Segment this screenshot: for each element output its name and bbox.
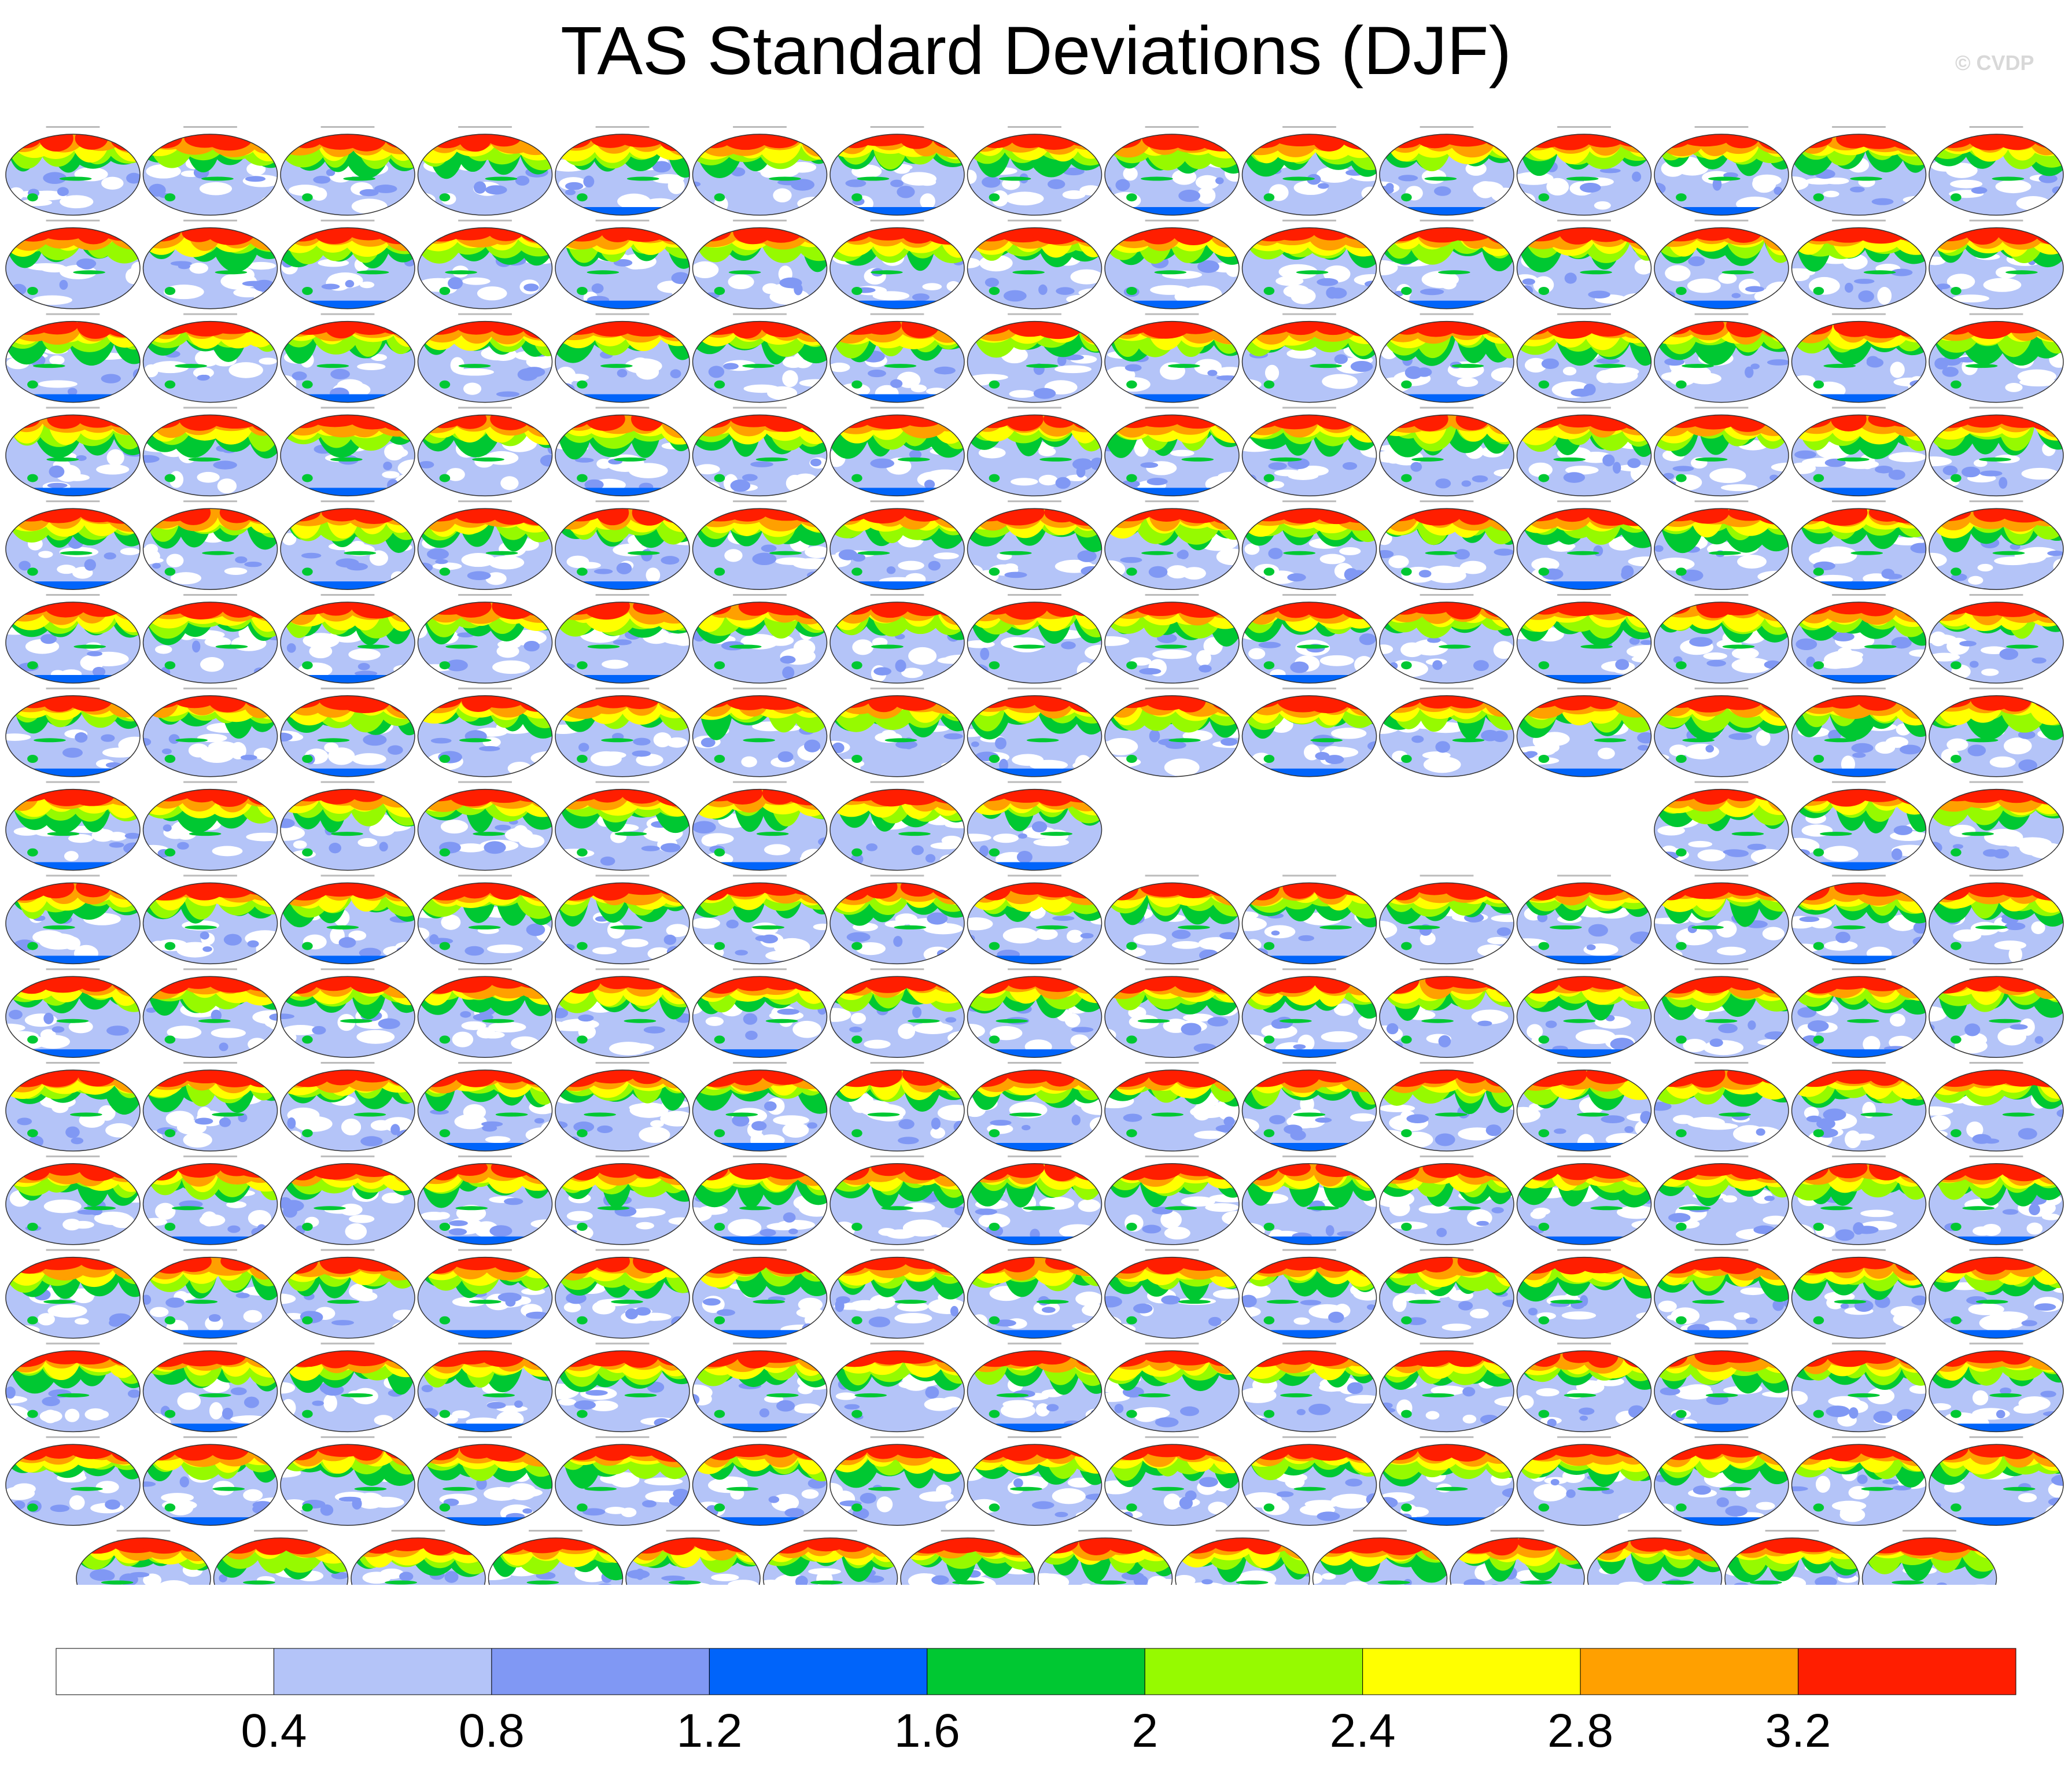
map-panel [967,1070,1102,1151]
map-panel [1242,1070,1377,1151]
map-panel [1929,789,2063,870]
cvdp-watermark: © CVDP [1955,51,2034,75]
map-panel [967,134,1102,215]
map-panel [281,1163,415,1245]
map-panel [6,1070,140,1151]
colorbar-tick-label: 1.2 [676,1705,742,1757]
map-panel [1242,883,1377,964]
map-panel [1517,883,1651,964]
colorbar-box [709,1648,928,1695]
map-panel [1380,508,1514,590]
map-panel [6,789,140,870]
map-panel [1791,134,1926,215]
map-panel [1380,1351,1514,1432]
map-panel [1105,883,1239,964]
map-panel [143,227,278,309]
map-panel [281,134,415,215]
map-panel [6,134,140,215]
map-panel [418,508,552,590]
colorbar-tick-label: 2.4 [1330,1705,1396,1757]
colorbar-tick-label: 0.8 [459,1705,525,1757]
colorbar-tick-label: 2 [1131,1705,1158,1757]
colorbar-box [1362,1648,1581,1695]
colorbar-tick-label: 0.4 [241,1705,307,1757]
map-panel [555,695,690,777]
map-panel [1517,415,1651,496]
map-panel [830,602,964,683]
map-panel [1380,602,1514,683]
map-panel [1380,976,1514,1058]
map-panel [281,1070,415,1151]
map-panel [555,134,690,215]
colorbar-tick-label: 2.8 [1547,1705,1613,1757]
colorbar-box [1798,1648,2016,1695]
map-panel-grid [5,126,2064,1585]
map-panel [967,321,1102,403]
map-panel [1105,1070,1239,1151]
colorbar-tick-label: 1.6 [894,1705,960,1757]
map-panel [418,602,552,683]
map-panel [830,134,964,215]
colorbar-box [56,1648,274,1695]
map-panel [1105,1257,1239,1338]
map-panel [281,508,415,590]
map-panel [555,602,690,683]
map-panel [1242,134,1377,215]
colorbar-box [273,1648,492,1695]
map-panel [143,134,278,215]
colorbar-tick-label: 3.2 [1765,1705,1831,1757]
chart-title: TAS Standard Deviations (DJF) [561,13,1511,89]
map-panel [1242,1444,1377,1526]
map-panel [1517,134,1651,215]
map-panel [692,134,827,215]
map-panel [6,602,140,683]
map-panel [418,134,552,215]
colorbar-box [1580,1648,1799,1695]
colorbar-box [1144,1648,1363,1695]
map-panel [6,1444,140,1526]
colorbar-box [927,1648,1145,1695]
map-panel [418,789,552,870]
map-panel [1929,134,2063,215]
colorbar: 0.4 0.8 1.2 1.6 2 2.4 2.8 3.2 [56,1648,2016,1757]
map-panel [418,321,552,403]
map-panel [6,321,140,403]
map-panel [1654,321,1789,403]
map-panel [6,508,140,590]
colorbar-box [491,1648,710,1695]
map-panel [1654,134,1789,215]
map-panel [692,602,827,683]
map-panel [418,1163,552,1245]
